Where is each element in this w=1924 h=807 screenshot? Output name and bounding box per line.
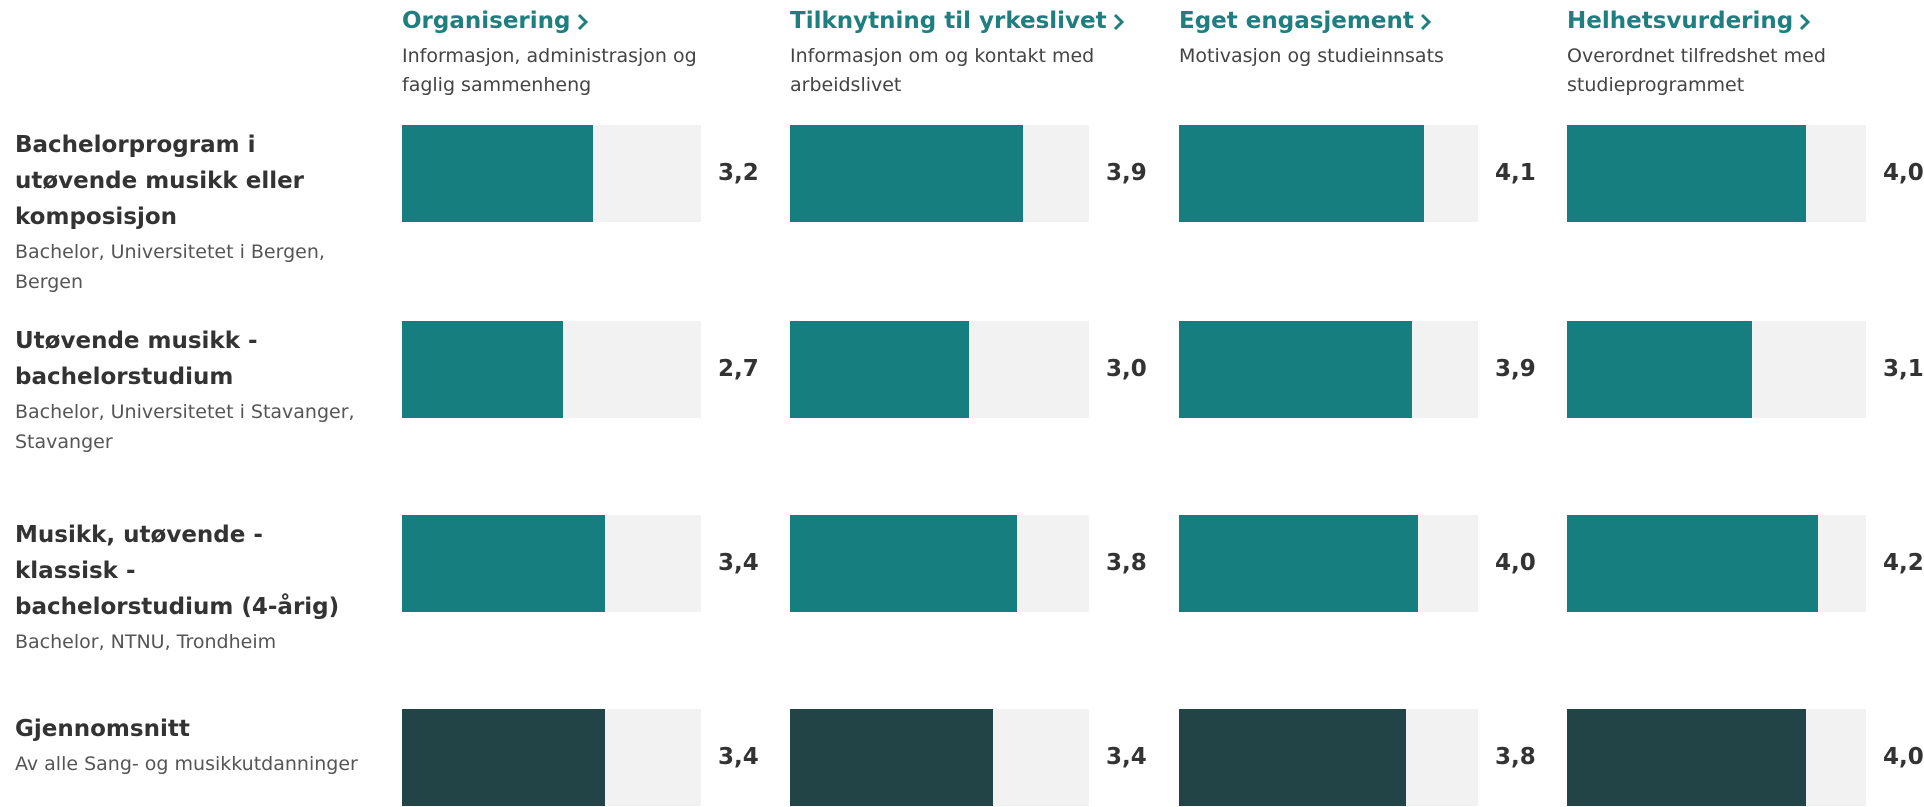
row-subtitle: Bachelor, NTNU, Trondheim — [15, 631, 277, 653]
bar — [790, 125, 1024, 222]
bar — [1179, 515, 1419, 612]
chevron-icon — [1800, 13, 1811, 30]
bar — [1179, 709, 1407, 806]
bar — [1567, 515, 1819, 612]
value-label: 3,1 — [1883, 356, 1924, 382]
column-title[interactable]: Organisering — [402, 8, 589, 34]
column-subtitle: Overordnet tilfredshet med studieprogram… — [1567, 45, 1826, 96]
row-title: Utøvende musikk - bachelorstudium — [15, 328, 258, 390]
bar — [1179, 321, 1413, 418]
value-label: 3,9 — [1106, 160, 1147, 186]
bar — [402, 321, 564, 418]
value-label: 3,0 — [1106, 356, 1147, 382]
bar — [402, 709, 606, 806]
row-title: Musikk, utøvende - klassisk - bachelorst… — [15, 522, 340, 620]
column-subtitle: Informasjon om og kontakt med arbeidsliv… — [790, 45, 1095, 96]
bar — [790, 709, 994, 806]
bar — [1179, 125, 1425, 222]
bar — [1567, 321, 1753, 418]
value-label: 4,2 — [1883, 550, 1924, 576]
chevron-icon — [1420, 13, 1431, 30]
row-subtitle: Bachelor, Universitetet i Stavanger, Sta… — [15, 401, 355, 453]
row-title: Gjennomsnitt — [15, 716, 190, 742]
bar — [1567, 125, 1807, 222]
column-title-text[interactable]: Eget engasjement — [1179, 8, 1414, 34]
value-label: 2,7 — [718, 356, 759, 382]
value-label: 3,4 — [718, 744, 759, 770]
column-title[interactable]: Tilknytning til yrkeslivet — [790, 8, 1125, 34]
row-subtitle: Bachelor, Universitetet i Bergen, Bergen — [15, 241, 325, 293]
bar — [1567, 709, 1807, 806]
column-title[interactable]: Helhetsvurdering — [1567, 8, 1811, 34]
value-label: 4,0 — [1883, 160, 1924, 186]
value-label: 4,1 — [1495, 160, 1536, 186]
bar — [790, 515, 1018, 612]
bar — [402, 515, 606, 612]
column-subtitle: Motivasjon og studieinnsats — [1179, 45, 1444, 67]
value-label: 4,0 — [1883, 744, 1924, 770]
chevron-icon — [577, 13, 588, 30]
value-label: 3,9 — [1495, 356, 1536, 382]
bar — [402, 125, 594, 222]
column-subtitle: Informasjon, administrasjon og faglig sa… — [402, 45, 697, 96]
column-title-text[interactable]: Tilknytning til yrkeslivet — [790, 8, 1107, 34]
value-label: 3,4 — [1106, 744, 1147, 770]
chevron-icon — [1113, 13, 1124, 30]
row-title: Bachelorprogram i utøvende musikk eller … — [15, 132, 305, 230]
value-label: 3,8 — [1495, 744, 1536, 770]
column-title-text[interactable]: Organisering — [402, 8, 571, 34]
column-title-text[interactable]: Helhetsvurdering — [1567, 8, 1794, 34]
value-label: 4,0 — [1495, 550, 1536, 576]
value-label: 3,4 — [718, 550, 759, 576]
bar — [790, 321, 970, 418]
row-subtitle: Av alle Sang- og musikkutdanninger — [15, 753, 358, 775]
column-title[interactable]: Eget engasjement — [1179, 8, 1432, 34]
value-label: 3,8 — [1106, 550, 1147, 576]
value-label: 3,2 — [718, 160, 759, 186]
